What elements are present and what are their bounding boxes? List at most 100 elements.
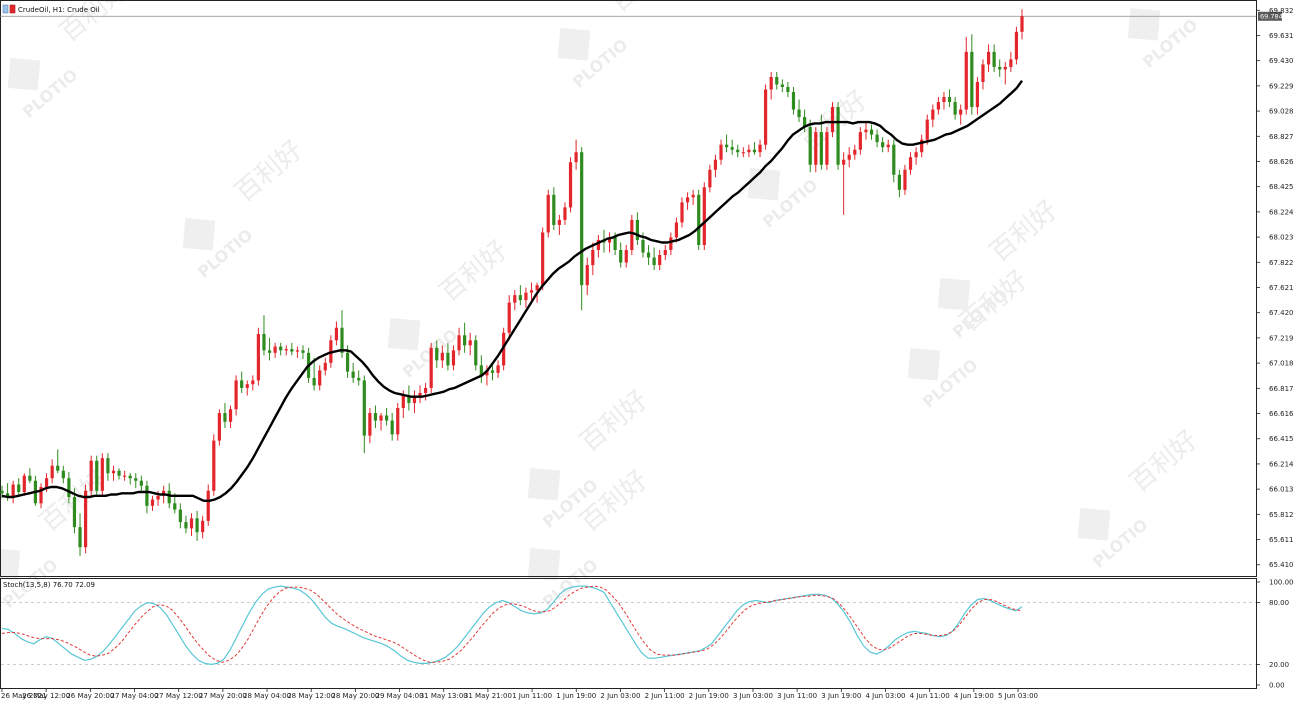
candle-body — [368, 413, 372, 436]
candle-body — [173, 503, 177, 510]
y-tick-label: 65.410 — [1269, 561, 1294, 569]
x-tick-label: 31 May 21:00 — [464, 692, 512, 700]
candle-body — [864, 129, 868, 133]
stoch-tick-label: 20.00 — [1269, 661, 1289, 669]
candle — [975, 76, 980, 115]
x-tick-label: 27 May 04:00 — [111, 692, 159, 700]
candle — [713, 154, 718, 178]
candle — [334, 321, 339, 346]
candle — [658, 250, 662, 271]
x-tick-label: 2 Jun 03:00 — [600, 692, 640, 700]
candle — [764, 84, 768, 150]
y-tick-label: 69.430 — [1269, 57, 1294, 65]
candle-body — [814, 132, 818, 165]
x-tick-label: 1 Jun 11:00 — [512, 692, 552, 700]
candle-body — [22, 475, 26, 493]
candle-body — [167, 490, 171, 504]
candle — [635, 212, 640, 245]
candle-body — [1003, 66, 1007, 70]
candle-body — [541, 232, 545, 286]
candle-body — [574, 152, 578, 163]
candle — [674, 217, 679, 243]
candle-body — [568, 162, 573, 208]
candle-body — [624, 250, 628, 263]
candle-body — [323, 362, 327, 371]
candle-body — [84, 490, 88, 548]
candle — [72, 488, 77, 534]
watermark-chinese: 百利好 — [605, 0, 684, 18]
candle-body — [446, 352, 450, 366]
candle — [78, 513, 82, 556]
watermark-chinese: 百利好 — [230, 135, 309, 208]
candle-body — [942, 97, 946, 103]
candle — [368, 408, 372, 444]
candle-body — [557, 219, 561, 225]
candle-body — [457, 335, 461, 351]
x-tick-label: 2 Jun 19:00 — [689, 692, 729, 700]
candle — [189, 513, 194, 536]
candle — [145, 480, 149, 514]
candle — [128, 473, 132, 485]
candle-body — [853, 149, 857, 155]
candle — [685, 192, 690, 210]
y-tick-label: 69.832 — [1269, 7, 1294, 15]
candle-body — [825, 132, 829, 165]
x-tick-label: 4 Jun 11:00 — [910, 692, 950, 700]
x-tick-label: 28 May 04:00 — [243, 692, 291, 700]
candle-body — [975, 81, 980, 108]
candle — [708, 164, 712, 193]
candle-body — [134, 478, 138, 481]
candle-body — [886, 144, 890, 148]
candle-body — [713, 159, 718, 170]
candle-body — [953, 102, 957, 115]
candle — [986, 44, 991, 72]
candle — [585, 257, 589, 296]
chart-color-icon — [9, 4, 16, 14]
candle — [139, 475, 143, 491]
candle-body — [959, 109, 963, 115]
candle-body — [758, 144, 762, 153]
candle-body — [680, 202, 684, 223]
candle-body — [111, 470, 116, 474]
candle — [825, 127, 829, 170]
watermark-logo-icon — [0, 548, 21, 581]
candle — [596, 234, 600, 258]
candle-body — [479, 365, 483, 376]
candle-body — [535, 285, 539, 291]
candle-body — [992, 51, 996, 67]
candle-body — [641, 239, 645, 253]
watermark-logo-icon — [557, 28, 591, 61]
candle — [864, 122, 868, 140]
stoch-tick-label: 80.00 — [1269, 599, 1289, 607]
candle — [301, 345, 305, 360]
x-tick-label: 28 May 20:00 — [331, 692, 379, 700]
candle-body — [791, 92, 796, 110]
candle-body — [44, 478, 49, 488]
stoch-tick-label: 0.00 — [1269, 682, 1285, 690]
candle-body — [490, 370, 495, 373]
candle-body — [373, 413, 378, 421]
candle — [580, 147, 584, 311]
x-tick-label: 4 Jun 03:00 — [865, 692, 905, 700]
candle — [111, 465, 116, 481]
candle — [351, 362, 355, 383]
candle — [279, 342, 283, 356]
candle — [256, 327, 260, 386]
candle-body — [262, 334, 266, 351]
candle-body — [685, 197, 690, 203]
candle-body — [730, 147, 734, 150]
candle — [552, 187, 556, 230]
candle-body — [162, 490, 166, 496]
candle-body — [858, 132, 862, 150]
candle-body — [273, 346, 277, 353]
candle-body — [106, 458, 110, 474]
chart-type-icon — [2, 4, 9, 14]
candle-body — [546, 194, 550, 233]
candle — [691, 189, 695, 205]
candle — [663, 244, 667, 261]
candle — [830, 102, 835, 138]
candle — [11, 480, 15, 504]
